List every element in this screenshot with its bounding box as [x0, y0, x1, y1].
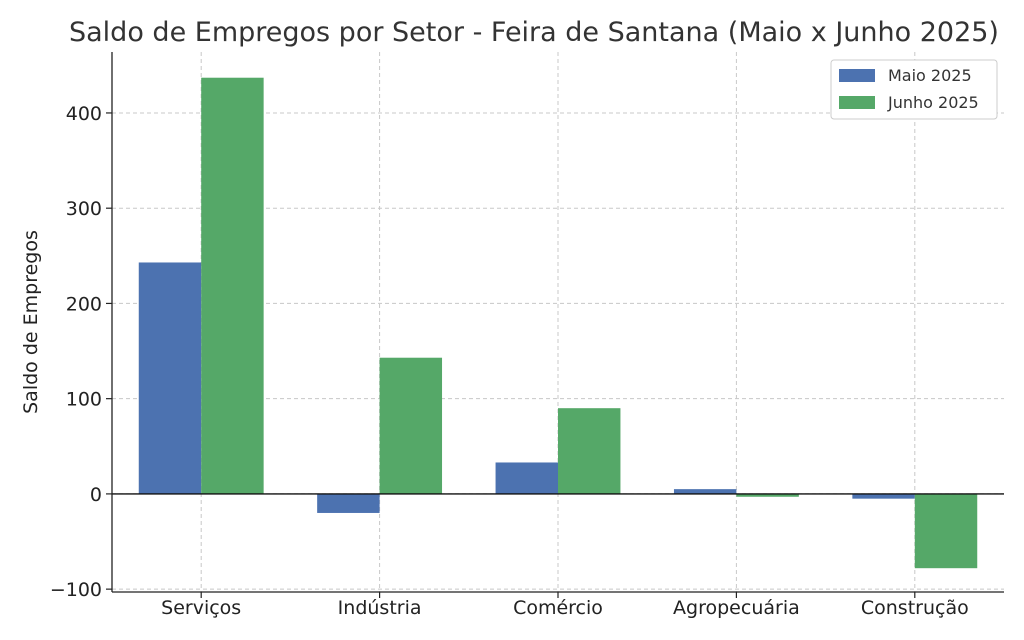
- x-tick-label-agropecuaria: Agropecuária: [673, 597, 800, 619]
- bar-junho-2025-construcao: [914, 493, 978, 569]
- x-tick-label-industria: Indústria: [338, 597, 422, 619]
- chart-title: Saldo de Empregos por Setor - Feira de S…: [69, 17, 999, 48]
- bar-maio-2025-construcao: [852, 493, 915, 499]
- bar-junho-2025-comercio: [558, 408, 621, 494]
- legend-label-junho: Junho 2025: [887, 93, 979, 112]
- legend-swatch-maio: [839, 69, 875, 82]
- ticks-layer: −100 0 100 200 300 400 Serviços Indústria Comérc…: [50, 103, 969, 619]
- y-tick-label: 200: [66, 293, 102, 315]
- y-tick-label: 0: [90, 484, 102, 506]
- legend-swatch-junho: [839, 96, 875, 109]
- y-tick-label: 300: [66, 198, 102, 220]
- bar-junho-2025-industria: [379, 357, 443, 494]
- bar-maio-2025-servicos: [138, 262, 202, 494]
- legend-label-maio: Maio 2025: [888, 66, 972, 85]
- bar-maio-2025-comercio: [495, 462, 558, 494]
- y-tick-label: 400: [66, 103, 102, 125]
- bar-maio-2025-agropecuaria: [673, 489, 737, 494]
- legend: Maio 2025 Junho 2025: [830, 59, 998, 120]
- x-tick-label-construcao: Construção: [861, 597, 969, 619]
- y-tick-label: −100: [50, 579, 102, 601]
- y-axis-label: Saldo de Empregos: [20, 230, 42, 414]
- x-tick-label-servicos: Serviços: [161, 597, 241, 619]
- bar-junho-2025-agropecuaria: [736, 493, 799, 497]
- x-tick-label-comercio: Comércio: [513, 597, 603, 619]
- y-tick-label: 100: [66, 389, 102, 411]
- bar-maio-2025-industria: [317, 493, 380, 513]
- bar-junho-2025-servicos: [201, 77, 264, 494]
- bars-layer: [138, 77, 978, 569]
